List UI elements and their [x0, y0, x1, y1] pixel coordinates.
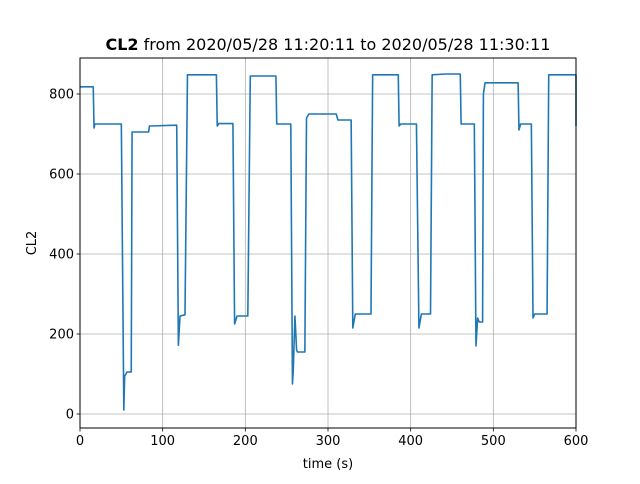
x-tick-label: 100 — [150, 434, 175, 449]
y-tick-label: 0 — [66, 408, 74, 423]
chart-title-rest: from 2020/05/28 11:20:11 to 2020/05/28 1… — [139, 35, 551, 54]
x-tick-label: 500 — [481, 434, 506, 449]
series-line — [80, 73, 577, 411]
chart-title-bold: CL2 — [105, 35, 138, 54]
ticks: 0 100 200 300 400 500 600 0 200 400 600 800 — [49, 88, 588, 450]
grid — [79, 58, 577, 428]
x-tick-label: 400 — [398, 434, 423, 449]
chart-title: CL2 from 2020/05/28 11:20:11 to 2020/05/… — [105, 35, 550, 54]
y-tick-label: 200 — [49, 328, 74, 343]
y-axis-label: CL2 — [25, 231, 40, 256]
y-tick-label: 800 — [49, 88, 74, 103]
series-layer — [80, 73, 577, 411]
x-tick-label: 300 — [316, 434, 341, 449]
x-tick-label: 0 — [76, 434, 84, 449]
y-tick-label: 600 — [49, 168, 74, 183]
y-tick-label: 400 — [49, 248, 74, 263]
x-tick-label: 600 — [564, 434, 589, 449]
x-axis-label: time (s) — [303, 457, 353, 472]
x-tick-label: 200 — [233, 434, 258, 449]
